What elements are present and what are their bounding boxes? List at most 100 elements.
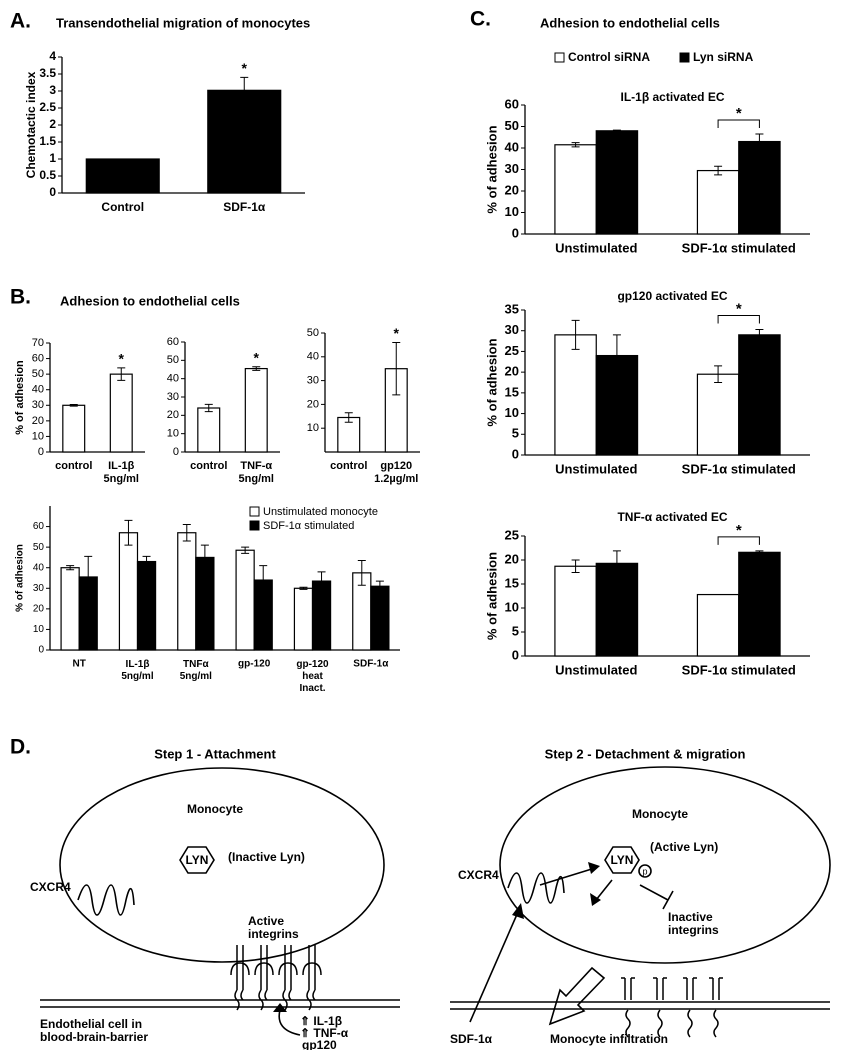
significance-bracket: [717, 314, 760, 324]
bar: [109, 373, 133, 453]
legend-label: Control siRNA: [568, 50, 650, 64]
panel-label: D.: [10, 736, 31, 759]
text-line: integrins: [668, 923, 719, 937]
y-tick-label: 10: [307, 422, 319, 434]
x-tick-label: control: [55, 460, 92, 472]
chemokine-label: SDF-1α: [450, 1032, 493, 1046]
x-tick-label: IL-1β 5ng/ml: [121, 659, 153, 682]
step-title: Step 1 - Attachment: [154, 746, 276, 761]
error-bar: [344, 412, 353, 423]
y-tick-label: 25: [505, 527, 519, 542]
error-bar: [69, 404, 78, 407]
bar: [595, 562, 639, 657]
legend-label: Unstimulated monocyte: [263, 506, 378, 518]
bar: [554, 565, 597, 657]
x-tick-label: Unstimulated: [555, 240, 637, 255]
y-tick-label: 40: [33, 562, 45, 573]
bar: [235, 549, 255, 651]
text-line: TNF-α: [240, 460, 272, 472]
y-tick-label: 70: [32, 337, 44, 349]
text-line: Inactive: [668, 910, 713, 924]
error-bar: [200, 544, 209, 571]
error-bar: [259, 565, 268, 595]
y-axis-label: % of adhesion: [484, 125, 499, 213]
x-tick-label: Control: [101, 200, 144, 214]
integrin: [254, 945, 274, 1011]
x-tick-label: Unstimulated: [555, 662, 637, 677]
y-tick-label: 30: [33, 583, 45, 594]
text-line: gp-120: [296, 659, 329, 670]
text-line: 5ng/ml: [121, 671, 153, 682]
panel-title: Adhesion to endothelial cells: [60, 293, 240, 308]
y-tick-label: 3.5: [39, 66, 56, 80]
error-bar: [375, 580, 384, 592]
y-tick-label: 30: [32, 399, 44, 411]
cell-label: Monocyte: [187, 802, 243, 816]
error-bar: [84, 555, 93, 599]
y-axis-label: % of adhesion: [484, 338, 499, 426]
chart-subtitle: IL-1β activated EC: [620, 90, 724, 104]
bar: [370, 585, 390, 651]
chart: 0 5 10 15 20 25 30 35 % of adhesion gp120 activat…: [484, 289, 810, 476]
receptor-label: CXCR4: [458, 868, 499, 882]
y-tick-label: 60: [167, 336, 179, 348]
bar: [311, 580, 332, 651]
error-bar: [571, 319, 580, 350]
panel-title: Adhesion to endothelial cells: [540, 15, 720, 30]
text-line: gp120: [380, 460, 412, 472]
y-tick-label: 10: [505, 599, 519, 614]
text-line: 5ng/ml: [239, 473, 274, 485]
y-tick-label: 1: [49, 151, 56, 165]
x-tick-label: SDF-1α: [353, 659, 389, 670]
significance-bracket: [717, 119, 760, 129]
y-tick-label: 20: [33, 603, 45, 614]
diagram: D. Step 1 - Attachment Step 2 - Detachme…: [10, 736, 831, 1050]
error-bar: [204, 403, 213, 413]
y-tick-label: 50: [167, 354, 179, 366]
cell-membrane: [499, 766, 831, 964]
bar: [62, 404, 86, 453]
integrin-label: Inactive integrins: [668, 910, 719, 937]
stimulus: gp120: [302, 1038, 337, 1050]
chart-title: Transendothelial migration of monocytes: [56, 15, 310, 30]
y-tick-label: 20: [505, 551, 519, 566]
significance-label: *: [736, 105, 742, 122]
bar: [293, 587, 314, 651]
text-line: IL-1β: [126, 659, 150, 670]
arrow: [539, 867, 596, 886]
y-tick-label: 5: [512, 623, 519, 638]
text-line: 5ng/ml: [180, 671, 212, 682]
x-tick-label: gp120 1.2µg/ml: [374, 460, 418, 485]
significance-label: *: [119, 351, 125, 367]
integrin: [302, 945, 322, 1011]
y-tick-label: 0: [173, 446, 179, 458]
y-tick-label: 50: [33, 542, 45, 553]
y-tick-label: 0: [38, 645, 44, 656]
lyn-hexagon: [179, 846, 215, 874]
panel-label: C.: [470, 8, 491, 31]
panel-label: A.: [10, 10, 31, 33]
x-tick-label: IL-1β 5ng/ml: [104, 460, 139, 485]
y-tick-label: 60: [505, 96, 519, 111]
stimulus: ⇑ IL-1β: [300, 1014, 342, 1028]
arrow-head: [588, 862, 600, 874]
arrow-head: [273, 1003, 287, 1012]
error-bar: [66, 565, 75, 571]
error-bar: [612, 334, 621, 377]
y-tick-label: 2.5: [39, 100, 56, 114]
cxcr4-coil: [507, 872, 565, 904]
x-tick-label: SDF-1α stimulated: [682, 461, 796, 476]
y-tick-label: 50: [32, 368, 44, 380]
chart: 0 10 20 30 40 50 60 70 % of adhesion control IL-1β…: [14, 337, 145, 485]
x-tick-label: TNFα 5ng/ml: [180, 659, 212, 682]
integrin-label: Active integrins: [248, 914, 299, 941]
error-bar: [714, 165, 723, 176]
error-bar: [142, 555, 151, 568]
y-tick-label: 30: [505, 322, 519, 337]
stimulus: ⇑ TNF-α: [300, 1026, 349, 1040]
lyn-hexagon: [604, 846, 640, 874]
integrin: [653, 977, 667, 1038]
y-tick-label: 20: [32, 415, 44, 427]
legend-swatch: [679, 52, 690, 63]
x-tick-label: NT: [72, 659, 85, 670]
